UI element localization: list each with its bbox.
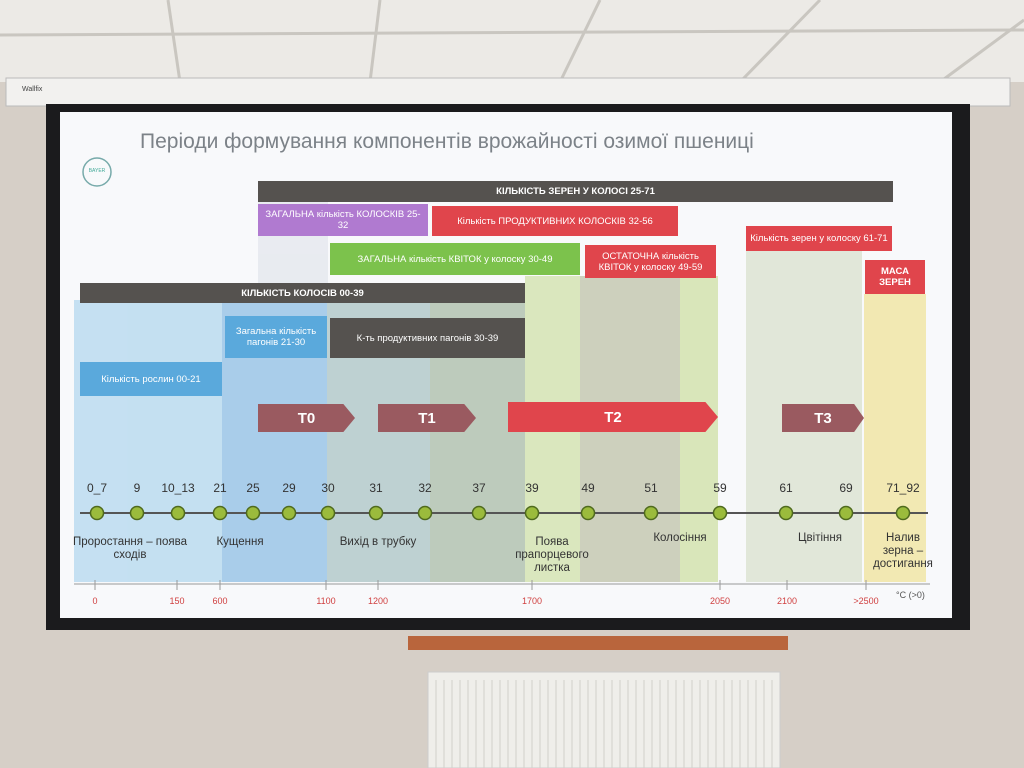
stage-number: 39 xyxy=(525,481,539,495)
logo-ring xyxy=(82,157,112,187)
treatment-arrow: T1 xyxy=(378,404,476,432)
logo: BAYER xyxy=(88,168,106,174)
phase-label: Цвітіння xyxy=(798,532,842,544)
stage-dot xyxy=(712,505,728,521)
stage-dot xyxy=(170,505,186,521)
temp-label: 600 xyxy=(212,596,228,606)
phase-label: Проростання – поява сходів xyxy=(72,536,188,561)
stage-number: 25 xyxy=(246,481,260,495)
stage-dot xyxy=(778,505,794,521)
stage-dot xyxy=(320,505,336,521)
stage-number: 59 xyxy=(713,481,727,495)
stage-number: 69 xyxy=(839,481,853,495)
stage-dot xyxy=(471,505,487,521)
temp-label: 150 xyxy=(169,596,185,606)
stage-number: 21 xyxy=(213,481,227,495)
projector-brand: Wallfix xyxy=(22,86,43,93)
stage-dot xyxy=(212,505,228,521)
bar: Кількість ПРОДУКТИВНИХ КОЛОСКІВ 32-56 xyxy=(432,206,678,236)
slide-title: Періоди формування компонентів врожайнос… xyxy=(140,130,754,153)
temp-label: 1700 xyxy=(521,596,543,606)
stage-number: 31 xyxy=(369,481,383,495)
stage-dot xyxy=(895,505,911,521)
treatment-arrow: T0 xyxy=(258,404,355,432)
ceiling-grid xyxy=(0,0,1024,84)
stage-number: 37 xyxy=(472,481,486,495)
bar: КІЛЬКІСТЬ КОЛОСІВ 00-39 xyxy=(80,283,525,303)
stage-dot xyxy=(524,505,540,521)
bar: КІЛЬКІСТЬ ЗЕРЕН У КОЛОСІ 25-71 xyxy=(258,181,893,202)
stage-number: 30 xyxy=(321,481,335,495)
phase-label: Поява прапорцевого листка xyxy=(515,536,589,574)
temp-label: 2100 xyxy=(776,596,798,606)
bar: К-ть продуктивних пагонів 30-39 xyxy=(330,318,525,358)
bar: Кількість зерен у колоску 61-71 xyxy=(746,226,892,251)
temp-label: 1200 xyxy=(367,596,389,606)
stage-dot xyxy=(245,505,261,521)
stage-number: 32 xyxy=(418,481,432,495)
bar: ЗАГАЛЬНА кількість КОЛОСКІВ 25-32 xyxy=(258,204,428,236)
stage-dot xyxy=(838,505,854,521)
shelf xyxy=(408,636,788,650)
phase-label: Колосіння xyxy=(653,532,707,544)
phase-label: Налив зерна – достигання xyxy=(873,532,933,570)
stage-number: 0_7 xyxy=(86,481,108,495)
temp-unit: °C (>0) xyxy=(896,590,925,600)
stage-number: 10_13 xyxy=(161,481,195,495)
bar: ОСТАТОЧНА кількість КВІТОК у колоску 49-… xyxy=(585,245,716,278)
temp-label: >2500 xyxy=(853,596,879,606)
temp-label: 2050 xyxy=(709,596,731,606)
stage-number: 49 xyxy=(581,481,595,495)
bar: МАСА ЗЕРЕН xyxy=(865,260,925,294)
stage-dot xyxy=(580,505,596,521)
stage-number: 71_92 xyxy=(886,481,920,495)
stage-number: 61 xyxy=(779,481,793,495)
bar: ЗАГАЛЬНА кількість КВІТОК у колоску 30-4… xyxy=(330,243,580,275)
stage-number: 9 xyxy=(133,481,141,495)
stage-dot xyxy=(368,505,384,521)
stage-dot xyxy=(89,505,105,521)
stage-dot xyxy=(643,505,659,521)
stage-number: 29 xyxy=(282,481,296,495)
stage-dot xyxy=(129,505,145,521)
phase-label: Кущення xyxy=(216,536,264,548)
screen-housing xyxy=(5,77,1011,107)
bar: Кількість рослин 00-21 xyxy=(80,362,222,396)
stage-number: 51 xyxy=(644,481,658,495)
treatment-arrow: T2 xyxy=(508,402,718,432)
bar: Загальна кількість пагонів 21-30 xyxy=(225,316,327,358)
treatment-arrow: T3 xyxy=(782,404,864,432)
phase-label: Вихід в трубку xyxy=(339,536,417,548)
ceiling xyxy=(0,0,1024,82)
stage-dot xyxy=(281,505,297,521)
temp-label: 1100 xyxy=(316,596,336,606)
stage-dot xyxy=(417,505,433,521)
temp-label: 0 xyxy=(92,596,98,606)
